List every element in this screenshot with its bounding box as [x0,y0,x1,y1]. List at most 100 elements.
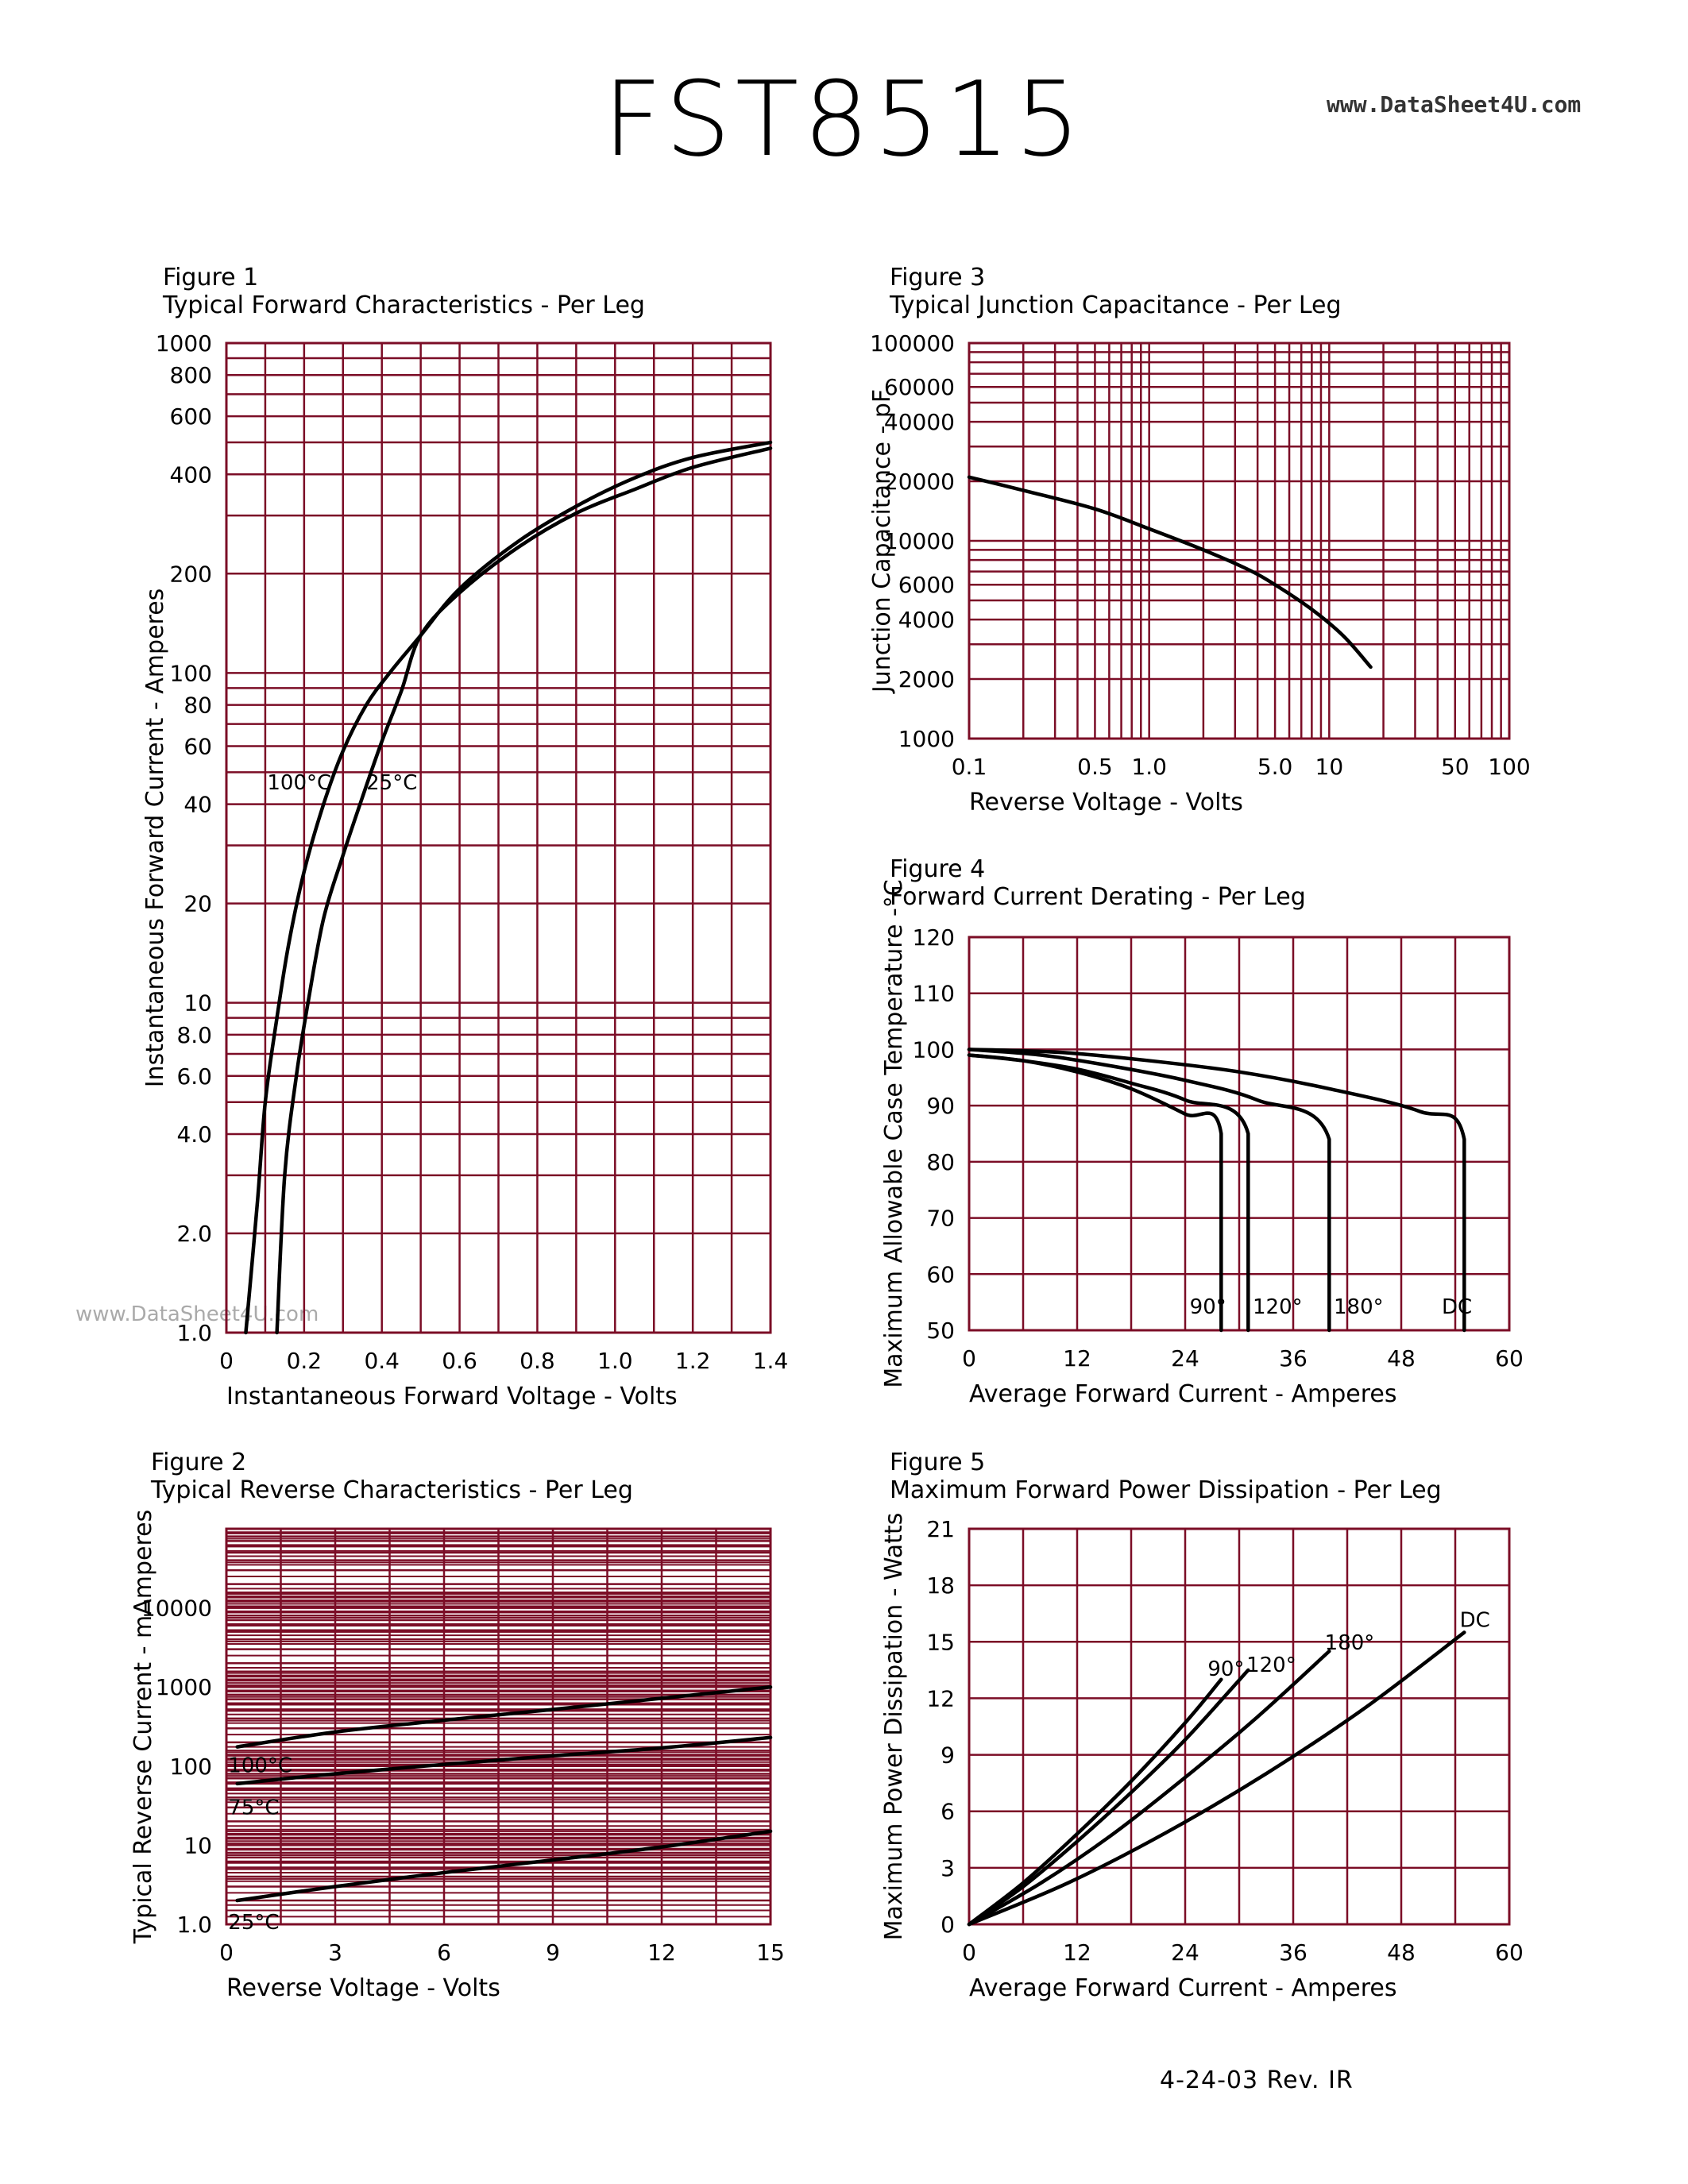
series-curve-120 [967,1053,1250,1333]
x-tick-label: 15 [756,1939,785,1966]
y-tick-label: 1.0 [176,1320,212,1346]
figure-4-heading: Figure 4 Forward Current Derating - Per … [890,855,1306,911]
x-tick-label: 1.2 [675,1348,711,1374]
series-curve-180 [967,1048,1331,1333]
x-tick-label: 0.4 [364,1348,400,1374]
x-tick-label: 48 [1387,1345,1416,1372]
x-axis-label: Instantaneous Forward Voltage - Volts [226,1383,678,1410]
x-tick-label: 0.8 [520,1348,555,1374]
y-tick-label: 10000 [141,1596,212,1622]
y-tick-label: 800 [170,362,212,388]
x-tick-label: 1.4 [753,1348,789,1374]
y-tick-label: 100000 [870,330,955,357]
series-curve-DC [967,1630,1466,1927]
y-tick-label: 4000 [898,607,955,633]
y-tick-label: 10 [183,1832,212,1858]
y-tick-label: 2.0 [176,1221,212,1247]
x-tick-label: 60 [1495,1939,1524,1966]
plot-frame [968,341,1511,740]
series-annotation: 25°C [366,771,417,795]
figure-3-heading: Figure 3 Typical Junction Capacitance - … [890,264,1342,319]
y-tick-label: 18 [926,1572,955,1599]
y-tick-label: 200 [170,561,212,587]
y-tick-label: 10 [183,990,212,1017]
plot-frame [968,1527,1511,1926]
x-tick-label: 36 [1279,1345,1308,1372]
figure-4-label: Figure 4 [890,855,986,883]
x-tick-label: 5.0 [1257,754,1293,780]
x-tick-label: 0.2 [287,1348,323,1374]
x-tick-label: 12 [647,1939,676,1966]
y-axis-label: Maximum Allowable Case Temperature -°C [880,879,908,1388]
figure-5-title: Maximum Forward Power Dissipation - Per … [890,1476,1442,1504]
series-curve-25C [235,1829,773,1903]
figure-5-heading: Figure 5 Maximum Forward Power Dissipati… [890,1449,1442,1504]
x-tick-label: 0 [219,1348,234,1374]
x-tick-label: 12 [1063,1939,1091,1966]
x-tick-label: 1.0 [597,1348,633,1374]
x-tick-label: 48 [1387,1939,1416,1966]
y-tick-label: 6000 [898,572,955,598]
x-tick-label: 6 [437,1939,451,1966]
figure-5-label: Figure 5 [890,1449,986,1476]
x-tick-label: 0 [962,1345,976,1372]
y-tick-label: 80 [926,1149,955,1175]
series-annotation: 90° [1190,1295,1226,1319]
y-tick-label: 15 [926,1629,955,1655]
y-tick-label: 2000 [898,666,955,693]
y-tick-label: 400 [170,461,212,488]
x-tick-label: 12 [1063,1345,1091,1372]
series-annotation: DC [1460,1608,1490,1632]
watermark-link[interactable]: www.DataSheet4U.com [1327,91,1582,118]
series-annotation: 25°C [228,1911,279,1935]
series-annotation: 180° [1325,1631,1375,1655]
figure-3-label: Figure 3 [890,264,986,291]
y-tick-label: 100 [170,660,212,686]
series-curve-90 [967,1677,1223,1927]
series-curve-180 [967,1649,1331,1927]
x-tick-label: 0 [219,1939,234,1966]
y-tick-label: 50 [926,1318,955,1344]
x-tick-label: 0 [962,1939,976,1966]
x-axis-label: Average Forward Current - Amperes [969,1380,1397,1408]
y-tick-label: 21 [926,1516,955,1542]
x-tick-label: 10 [1315,754,1344,780]
figure-1-title: Typical Forward Characteristics - Per Le… [163,291,645,319]
x-tick-label: 24 [1171,1939,1199,1966]
y-tick-label: 80 [183,693,212,719]
series-curve-75C [235,1735,773,1786]
y-tick-label: 8.0 [176,1022,212,1048]
series-annotation: 120° [1253,1295,1303,1319]
series-annotation: 100°C [267,771,331,795]
y-tick-label: 1.0 [176,1912,212,1938]
y-tick-label: 12 [926,1685,955,1711]
x-tick-label: 3 [328,1939,342,1966]
y-tick-label: 40 [183,792,212,818]
series-curve-120 [967,1668,1250,1927]
fig1-plot: 0 0.2 0.4 0.6 0.8 1.0 1.2 1.4 1.0 2.0 4.0 6.0 8.0 10 2… [141,330,788,1410]
y-tick-label: 1000 [156,1674,212,1700]
series-curve-100C [244,440,773,1335]
y-tick-label: 3 [941,1855,955,1881]
y-tick-label: 600 [170,403,212,430]
y-tick-label: 40000 [884,409,955,435]
y-tick-label: 6 [941,1799,955,1825]
x-tick-label: 100 [1488,754,1530,780]
y-tick-label: 1000 [898,726,955,752]
x-tick-label: 36 [1279,1939,1308,1966]
series-annotation: 180° [1334,1295,1384,1319]
y-tick-label: 6.0 [176,1063,212,1090]
x-tick-label: 24 [1171,1345,1199,1372]
y-tick-label: 60000 [884,374,955,400]
y-tick-label: 100 [913,1036,955,1063]
y-axis-label: Junction Capacitance - pF [868,389,896,694]
series-annotation: DC [1442,1295,1472,1319]
figure-1-heading: Figure 1 Typical Forward Characteristics… [163,264,645,319]
y-tick-label: 10000 [884,528,955,554]
fig3-plot: 0.1 0.5 1.0 5.0 10 50 100 1000 2000 4000 6000 10000… [868,330,1531,816]
fig4-plot: 0 12 24 36 48 60 50 60 70 80 90 100 110 120 Average Fo… [880,879,1524,1408]
x-tick-label: 0.6 [442,1348,477,1374]
revision-footer: 4-24-03 Rev. IR [1160,2066,1354,2094]
